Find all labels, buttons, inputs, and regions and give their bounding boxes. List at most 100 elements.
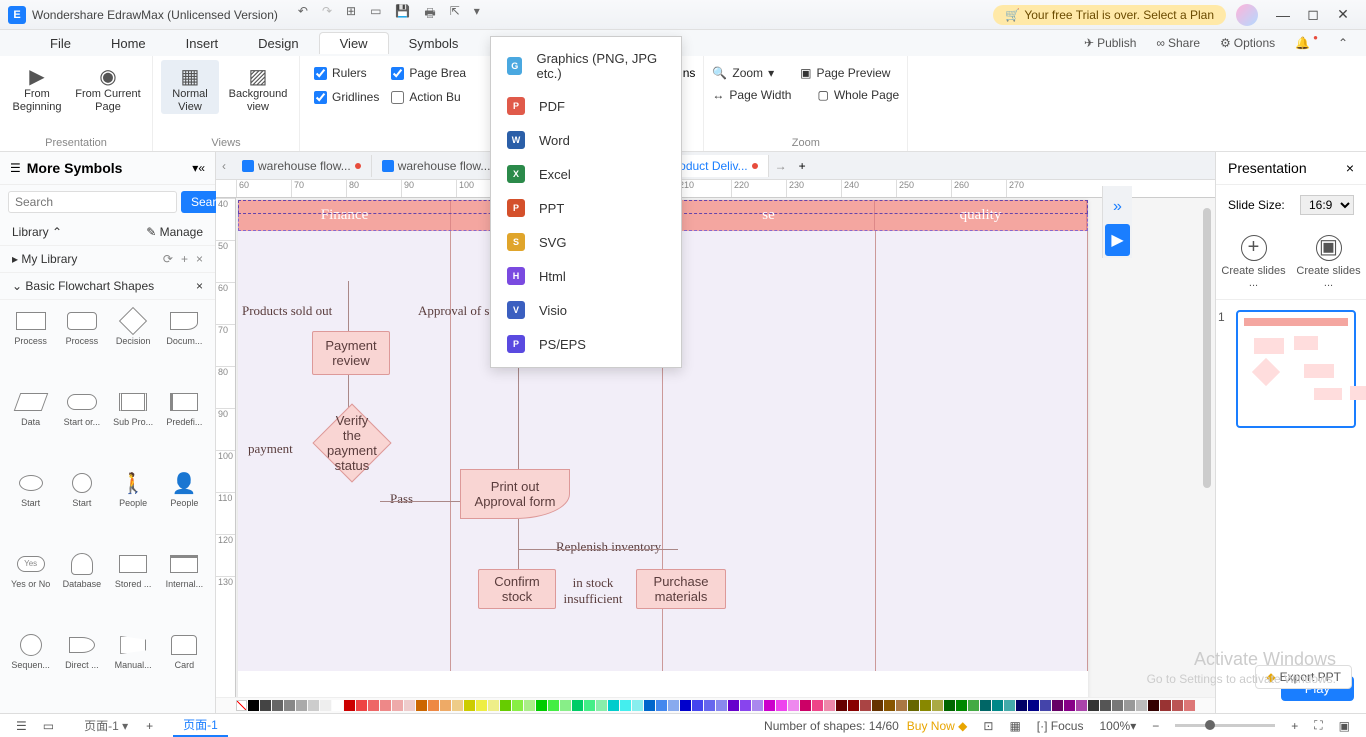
lib-refresh-icon[interactable]: ⟳ (163, 252, 173, 266)
color-swatch[interactable] (620, 700, 631, 711)
zoom-button[interactable]: 🔍Zoom▾ (712, 66, 774, 80)
hamburger-icon[interactable]: ☰ (10, 161, 21, 175)
buy-now-link[interactable]: Buy Now ◆ (899, 719, 976, 733)
color-swatch[interactable] (464, 700, 475, 711)
color-swatch[interactable] (416, 700, 427, 711)
more-symbols-title[interactable]: More Symbols (27, 160, 193, 176)
menu-file[interactable]: File (30, 33, 91, 54)
color-swatch[interactable] (368, 700, 379, 711)
color-swatch[interactable] (968, 700, 979, 711)
shape-start[interactable]: Start (57, 468, 106, 545)
export-ppt[interactable]: PPPT (491, 191, 681, 225)
focus-button[interactable]: [·] Focus (1029, 719, 1092, 733)
export-word[interactable]: WWord (491, 123, 681, 157)
notification-icon[interactable]: 🔔● (1287, 34, 1326, 52)
color-swatch[interactable] (848, 700, 859, 711)
redo-icon[interactable]: ↷ (322, 4, 332, 25)
from-current-button[interactable]: ◉From Current Page (72, 60, 144, 114)
color-swatch[interactable] (716, 700, 727, 711)
color-swatch[interactable] (932, 700, 943, 711)
color-swatch[interactable] (260, 700, 271, 711)
color-swatch[interactable] (584, 700, 595, 711)
color-swatch[interactable] (248, 700, 259, 711)
page-select[interactable]: 页面-1 ▾ (74, 715, 138, 736)
lib-add-icon[interactable]: + (181, 252, 188, 266)
page-tab-1[interactable]: 页面-1 (173, 714, 228, 737)
color-swatch[interactable] (884, 700, 895, 711)
tab-scroll-right[interactable]: → (769, 159, 793, 173)
shape-sequen[interactable]: Sequen... (6, 630, 55, 707)
user-avatar[interactable] (1236, 4, 1258, 26)
menu-insert[interactable]: Insert (166, 33, 239, 54)
color-swatch[interactable] (440, 700, 451, 711)
color-swatch[interactable] (1076, 700, 1087, 711)
menu-symbols[interactable]: Symbols (389, 33, 479, 54)
color-swatch[interactable] (524, 700, 535, 711)
presentation-mode-icon[interactable]: ▶ (1105, 224, 1130, 256)
collapse-panel-icon[interactable]: « (198, 161, 205, 175)
status-icon-2[interactable]: ▦ (1001, 719, 1028, 733)
shape-manual[interactable]: Manual... (109, 630, 158, 707)
menu-view[interactable]: View (319, 32, 389, 54)
node-purchase-materials[interactable]: Purchase materials (636, 569, 726, 609)
color-swatch[interactable] (860, 700, 871, 711)
doc-tab[interactable]: warehouse flow... (372, 155, 502, 177)
color-swatch[interactable] (428, 700, 439, 711)
page-preview-button[interactable]: ▣Page Preview (800, 66, 890, 80)
color-swatch[interactable] (536, 700, 547, 711)
library-label[interactable]: Library ⌃ (12, 225, 62, 239)
collapse-ribbon-icon[interactable]: ⌃ (1330, 34, 1356, 52)
shape-predefi[interactable]: Predefi... (160, 387, 209, 464)
doc-tab[interactable]: warehouse flow... (232, 155, 372, 177)
color-swatch[interactable] (1004, 700, 1015, 711)
color-swatch[interactable] (1016, 700, 1027, 711)
color-swatch[interactable] (980, 700, 991, 711)
color-swatch[interactable] (380, 700, 391, 711)
gridlines-checkbox[interactable]: Gridlines (314, 90, 379, 104)
export-icon[interactable]: ⇱ (450, 4, 460, 25)
color-swatch[interactable] (1028, 700, 1039, 711)
lib-close-icon[interactable]: × (196, 252, 203, 266)
shape-subpro[interactable]: Sub Pro... (109, 387, 158, 464)
color-swatch[interactable] (296, 700, 307, 711)
print-icon[interactable]: 🖶 (424, 4, 435, 25)
export-visio[interactable]: VVisio (491, 293, 681, 327)
node-confirm-stock[interactable]: Confirm stock (478, 569, 556, 609)
color-swatch[interactable] (800, 700, 811, 711)
color-swatch[interactable] (560, 700, 571, 711)
color-swatch[interactable] (836, 700, 847, 711)
color-swatch[interactable] (272, 700, 283, 711)
color-swatch[interactable] (656, 700, 667, 711)
qat-more-icon[interactable]: ▾ (474, 4, 480, 25)
node-payment-review[interactable]: Payment review (312, 331, 390, 375)
trial-banner[interactable]: 🛒 Your free Trial is over. Select a Plan (993, 5, 1226, 25)
color-swatch[interactable] (1136, 700, 1147, 711)
zoom-slider[interactable] (1175, 724, 1275, 727)
color-swatch[interactable] (824, 700, 835, 711)
export-svg[interactable]: SSVG (491, 225, 681, 259)
color-swatch[interactable] (764, 700, 775, 711)
color-swatch[interactable] (632, 700, 643, 711)
color-swatch[interactable] (1064, 700, 1075, 711)
color-swatch[interactable] (704, 700, 715, 711)
shape-people[interactable]: 👤People (160, 468, 209, 545)
color-swatch[interactable] (572, 700, 583, 711)
color-swatch[interactable] (872, 700, 883, 711)
slide-ratio-select[interactable]: 16:9 (1300, 195, 1354, 215)
color-swatch[interactable] (452, 700, 463, 711)
new-icon[interactable]: ⊞ (346, 4, 356, 25)
normal-view-button[interactable]: ▦Normal View (161, 60, 219, 114)
color-swatch[interactable] (320, 700, 331, 711)
share-button[interactable]: ∞Share (1148, 34, 1208, 52)
shape-startor[interactable]: Start or... (57, 387, 106, 464)
color-swatch[interactable] (776, 700, 787, 711)
open-icon[interactable]: ▭ (370, 4, 381, 25)
color-swatch[interactable] (920, 700, 931, 711)
options-button[interactable]: ⚙Options (1212, 34, 1283, 52)
shape-data[interactable]: Data (6, 387, 55, 464)
export-pseps[interactable]: PPS/EPS (491, 327, 681, 361)
export-excel[interactable]: XExcel (491, 157, 681, 191)
manage-button[interactable]: ✎ Manage (146, 225, 203, 239)
color-swatch[interactable] (740, 700, 751, 711)
color-swatch[interactable] (1160, 700, 1171, 711)
